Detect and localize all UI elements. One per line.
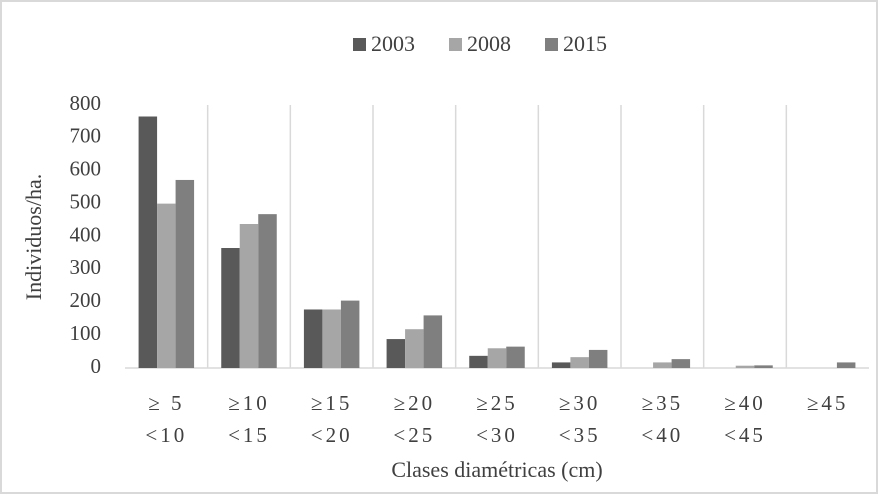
bar	[157, 203, 176, 368]
x-tick-label: ≥40	[724, 391, 766, 415]
bar	[221, 248, 240, 368]
bar	[735, 365, 755, 368]
legend-swatch	[545, 38, 558, 51]
x-tick-label: <15	[228, 423, 270, 447]
bar	[653, 362, 672, 368]
y-tick-label: 700	[70, 124, 102, 148]
x-tick-label: <20	[311, 423, 353, 447]
bar	[469, 355, 488, 368]
y-axis-label: Individuos/ha.	[21, 174, 46, 301]
bar	[303, 309, 323, 368]
x-tick-label: ≥45	[807, 391, 849, 415]
bar	[487, 348, 507, 368]
x-tick-label: ≥10	[228, 391, 270, 415]
legend-label: 2008	[467, 31, 511, 56]
bar	[836, 362, 856, 368]
legend-swatch	[449, 38, 462, 51]
bar	[258, 214, 277, 368]
y-tick-label: 300	[70, 255, 102, 279]
bar	[423, 315, 443, 368]
bar	[506, 346, 525, 368]
bar	[175, 179, 195, 368]
x-axis-label: Clases diamétricas (cm)	[391, 457, 602, 482]
x-tick-label: <30	[476, 423, 518, 447]
bar	[405, 329, 424, 368]
x-tick-label: ≥15	[311, 391, 353, 415]
x-tick-label: ≥ 5	[148, 391, 184, 415]
x-tick-label: <40	[641, 423, 683, 447]
bar	[138, 116, 158, 368]
y-tick-label: 600	[70, 157, 102, 181]
y-tick-label: 0	[91, 354, 102, 378]
y-tick-label: 500	[70, 189, 102, 213]
x-tick-label: ≥30	[559, 391, 601, 415]
x-tick-label: ≥35	[642, 391, 684, 415]
x-tick-label: <45	[724, 423, 766, 447]
y-tick-label: 200	[70, 288, 102, 312]
y-tick-label: 400	[70, 222, 102, 246]
x-tick-label: <25	[393, 423, 435, 447]
x-tick-label: ≥20	[394, 391, 436, 415]
x-tick-label: <35	[559, 423, 601, 447]
legend-label: 2003	[371, 31, 415, 56]
bar	[754, 365, 773, 368]
bar	[322, 309, 341, 368]
legend-label: 2015	[563, 31, 607, 56]
legend-swatch	[353, 38, 366, 51]
x-tick-label: ≥25	[476, 391, 518, 415]
bar	[671, 359, 691, 368]
bar	[340, 300, 360, 368]
y-tick-label: 800	[70, 91, 102, 115]
bar	[386, 339, 406, 368]
bar	[570, 357, 589, 368]
y-tick-label: 100	[70, 321, 102, 345]
bar	[551, 362, 571, 368]
x-tick-label: <10	[145, 423, 187, 447]
bar	[239, 224, 259, 368]
bar	[588, 349, 608, 368]
